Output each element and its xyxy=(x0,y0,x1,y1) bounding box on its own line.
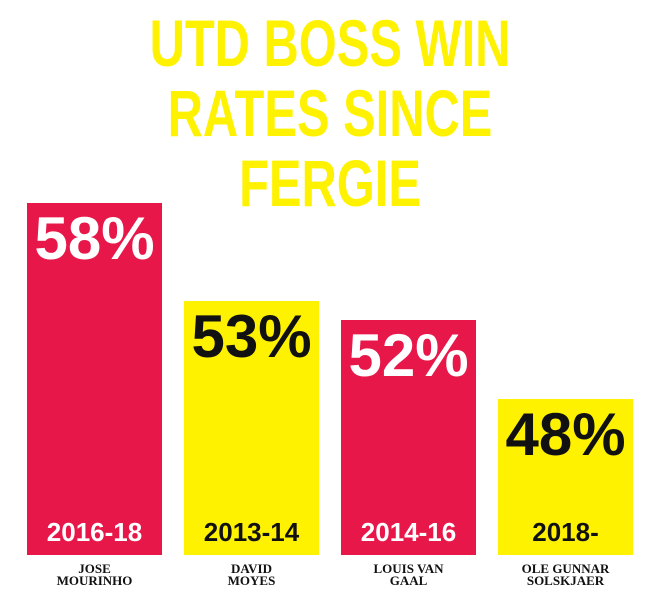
chart-title: UTD BOSS WIN RATES SINCE FERGIE xyxy=(149,6,511,220)
period-label: 2013-14 xyxy=(203,517,300,547)
x-tick-label: DAVID MOYES xyxy=(227,561,276,588)
bar xyxy=(498,398,633,555)
period-label: 2016-18 xyxy=(46,517,143,547)
bar xyxy=(184,300,319,555)
bar xyxy=(341,320,476,555)
value-label: 48% xyxy=(505,400,626,468)
x-tick-label: JOSE MOURINHO xyxy=(56,561,133,588)
value-label: 53% xyxy=(191,302,312,370)
period-label: 2014-16 xyxy=(360,517,457,547)
value-label: 58% xyxy=(34,205,155,273)
value-label: 52% xyxy=(348,322,469,390)
period-label: 2018- xyxy=(532,517,599,547)
x-tick-label: LOUIS VAN GAAL xyxy=(373,561,444,588)
bar xyxy=(27,203,162,555)
x-tick-label: OLE GUNNAR SOLSKJAER xyxy=(521,561,610,588)
